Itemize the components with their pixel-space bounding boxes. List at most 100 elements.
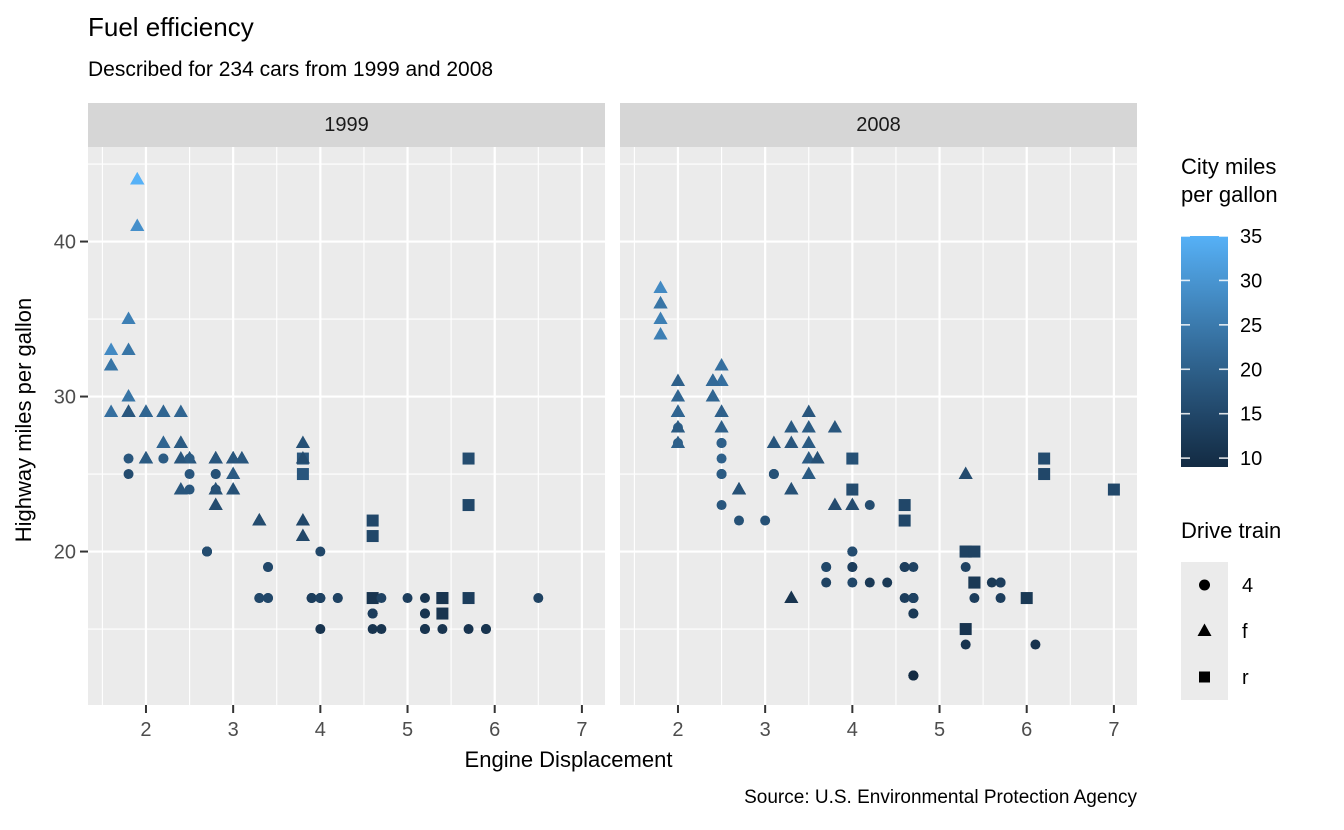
data-point [263, 562, 274, 573]
data-point [801, 419, 816, 433]
data-point [670, 435, 686, 448]
data-point [716, 438, 727, 449]
data-point [315, 546, 326, 557]
data-point [969, 593, 980, 604]
data-point [173, 481, 188, 495]
data-point [226, 466, 241, 479]
data-point [263, 593, 274, 604]
data-point [366, 514, 379, 527]
data-point [436, 592, 449, 605]
data-point [295, 435, 311, 448]
data-point [367, 608, 378, 619]
legend-key-label: 4 [1242, 575, 1253, 597]
data-point [959, 623, 972, 636]
panel-background [88, 147, 605, 705]
data-point [827, 419, 843, 433]
data-point [734, 515, 745, 526]
data-point [252, 512, 267, 526]
shape-legend-title: Drive train [1181, 518, 1282, 543]
data-point [1038, 468, 1051, 481]
data-point [847, 577, 858, 588]
data-point [158, 453, 169, 464]
data-point [462, 499, 475, 512]
data-point [760, 515, 771, 526]
data-point [104, 404, 119, 417]
data-point [121, 404, 136, 417]
plot-title: Fuel efficiency [88, 12, 254, 42]
data-point [714, 419, 729, 433]
data-point [156, 435, 171, 448]
data-point [847, 562, 858, 573]
data-point [402, 593, 413, 604]
data-point [121, 342, 136, 355]
data-point [882, 577, 893, 588]
data-point [821, 577, 832, 588]
data-point [173, 435, 188, 448]
data-point [306, 593, 317, 604]
data-point [846, 452, 859, 465]
caption: Source: U.S. Environmental Protection Ag… [744, 787, 1137, 808]
data-point [1107, 483, 1120, 496]
data-point [958, 466, 973, 479]
data-point [254, 593, 265, 604]
data-point [296, 468, 309, 481]
data-point [376, 593, 387, 604]
legend-tick-label: 15 [1240, 404, 1262, 426]
data-point [801, 404, 816, 417]
data-point [210, 469, 221, 480]
data-point [130, 171, 145, 185]
data-point [208, 450, 223, 464]
data-point [226, 481, 241, 495]
grid-group [88, 147, 605, 705]
data-point [208, 481, 223, 495]
data-point [801, 435, 816, 448]
data-point [376, 624, 387, 635]
data-point [138, 404, 154, 417]
data-point [653, 326, 668, 340]
data-point [462, 452, 475, 465]
data-point [1020, 592, 1033, 605]
data-point [827, 497, 843, 510]
data-point [184, 469, 195, 480]
color-legend-title: City miles per gallon [1181, 154, 1278, 208]
x-tick-label: 3 [228, 719, 239, 741]
legend-triangle-symbol [1197, 623, 1212, 636]
data-point [864, 577, 875, 588]
data-point [121, 311, 136, 324]
data-point [821, 562, 832, 573]
data-point [908, 670, 919, 681]
y-tick-label: 40 [54, 232, 76, 254]
data-point [670, 373, 686, 386]
plot-subtitle: Described for 234 cars from 1999 and 200… [88, 58, 494, 81]
x-tick-label: 6 [1021, 719, 1032, 741]
data-point [784, 481, 799, 495]
data-point [419, 608, 430, 619]
data-point [226, 450, 241, 464]
x-tick-label: 4 [315, 719, 326, 741]
data-point [960, 562, 971, 573]
data-point [1030, 639, 1041, 650]
data-point [714, 357, 729, 371]
data-point [705, 373, 720, 386]
data-point [123, 453, 134, 464]
data-point [766, 435, 781, 448]
legend-tick-label: 10 [1240, 448, 1262, 470]
data-point [1038, 452, 1051, 465]
data-point [653, 311, 668, 324]
data-point [419, 593, 430, 604]
data-point [295, 528, 311, 541]
data-point [366, 530, 379, 543]
data-point [367, 624, 378, 635]
data-point [130, 218, 145, 231]
data-point [480, 624, 491, 635]
data-point [533, 593, 544, 604]
data-point [123, 469, 134, 480]
data-point [716, 469, 727, 480]
data-point [670, 419, 686, 433]
data-point [184, 453, 195, 464]
data-point [184, 484, 195, 495]
data-point [295, 450, 311, 464]
x-tick-label: 7 [1108, 719, 1119, 741]
